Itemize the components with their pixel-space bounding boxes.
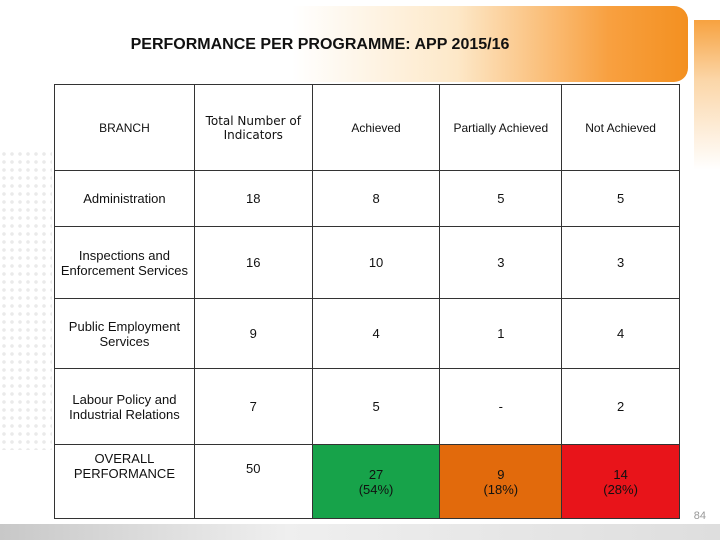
table-row: Inspections and Enforcement Services 16 … <box>54 226 680 299</box>
branch-name: Administration <box>54 170 195 227</box>
achieved-value: 4 <box>311 298 441 369</box>
decorative-right-strip <box>694 20 720 520</box>
not-achieved-value: 5 <box>561 170 680 227</box>
partially-achieved-value: - <box>439 368 563 445</box>
overall-not-achieved-value: 14 (28%) <box>561 444 680 519</box>
not-achieved-value: 3 <box>561 226 680 299</box>
page-number: 84 <box>693 510 706 522</box>
overall-performance-row: OVERALL PERFORMANCE 50 27 (54%) 9 (18%) … <box>54 444 680 519</box>
total-indicators-value: 16 <box>193 226 313 299</box>
title-banner <box>28 6 688 82</box>
partially-achieved-value: 5 <box>439 170 563 227</box>
not-achieved-value: 4 <box>561 298 680 369</box>
overall-total-value: 50 <box>193 444 313 519</box>
header-total-indicators: Total Number of Indicators <box>193 84 313 171</box>
partially-achieved-value: 1 <box>439 298 563 369</box>
branch-name: Public Employment Services <box>54 298 195 369</box>
table-row: Labour Policy and Industrial Relations 7… <box>54 368 680 445</box>
not-achieved-value: 2 <box>561 368 680 445</box>
overall-label: OVERALL PERFORMANCE <box>54 444 195 519</box>
performance-table: BRANCH Total Number of Indicators Achiev… <box>54 84 680 519</box>
header-branch: BRANCH <box>54 84 195 171</box>
bottom-band <box>0 524 720 540</box>
achieved-value: 5 <box>311 368 441 445</box>
total-indicators-value: 9 <box>193 298 313 369</box>
table-header-row: BRANCH Total Number of Indicators Achiev… <box>54 84 680 171</box>
total-indicators-value: 18 <box>193 170 313 227</box>
achieved-value: 8 <box>311 170 441 227</box>
overall-partially-achieved-value: 9 (18%) <box>439 444 563 519</box>
table-row: Public Employment Services 9 4 1 4 <box>54 298 680 369</box>
partially-achieved-value: 3 <box>439 226 563 299</box>
table-row: Administration 18 8 5 5 <box>54 170 680 227</box>
branch-name: Labour Policy and Industrial Relations <box>54 368 195 445</box>
slide-title: PERFORMANCE PER PROGRAMME: APP 2015/16 <box>130 36 510 53</box>
overall-achieved-value: 27 (54%) <box>311 444 441 519</box>
total-indicators-value: 7 <box>193 368 313 445</box>
achieved-value: 10 <box>311 226 441 299</box>
decorative-dot-pattern <box>0 150 52 450</box>
header-achieved: Achieved <box>311 84 441 171</box>
header-partially-achieved: Partially Achieved <box>439 84 563 171</box>
header-not-achieved: Not Achieved <box>561 84 680 171</box>
branch-name: Inspections and Enforcement Services <box>54 226 195 299</box>
